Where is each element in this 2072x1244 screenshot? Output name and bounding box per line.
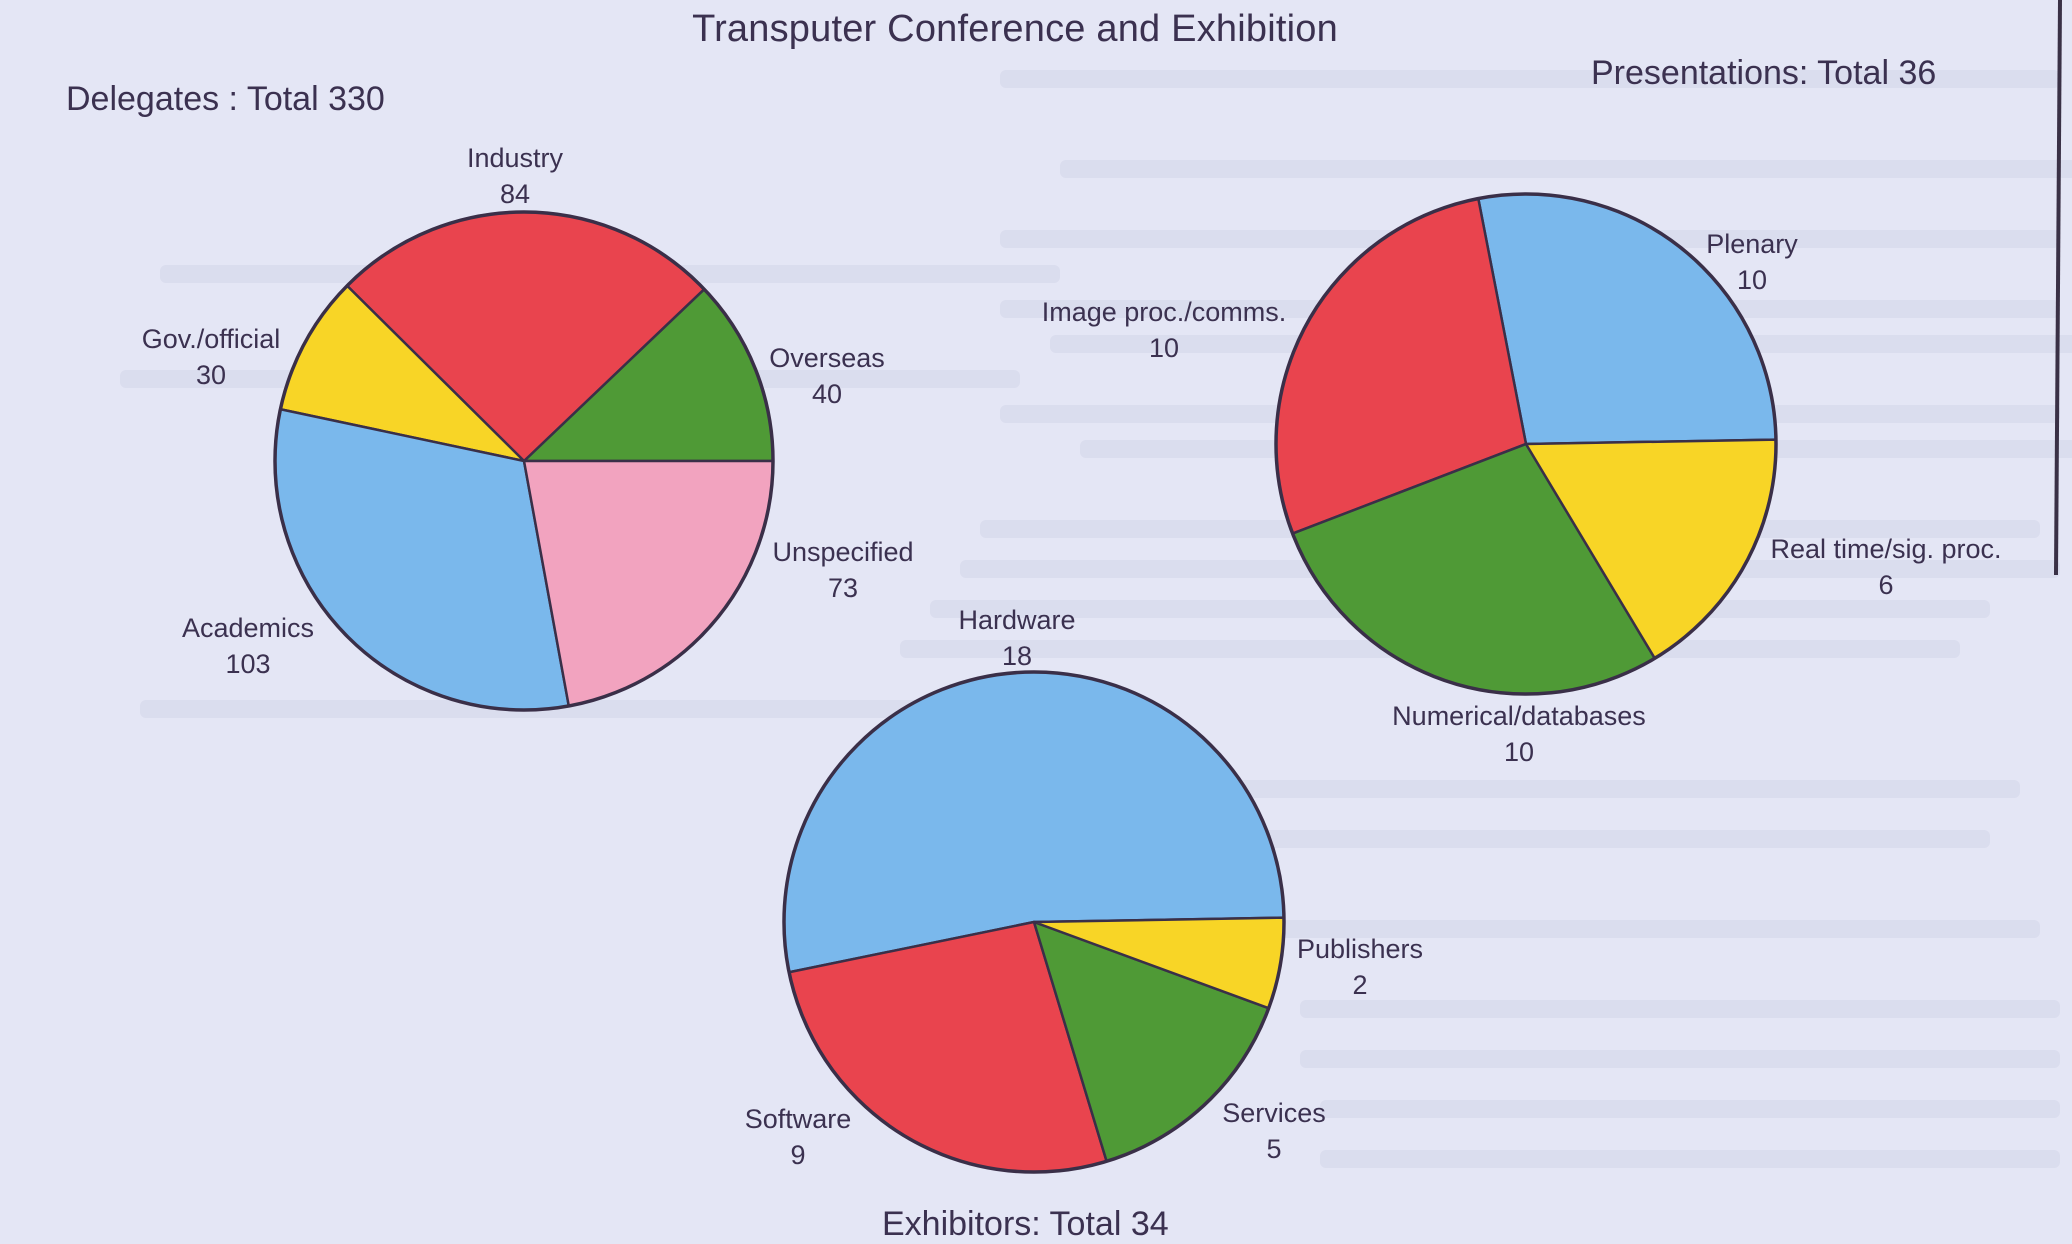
slice-label-plenary: Plenary 10 bbox=[1706, 226, 1798, 298]
slice-value: 84 bbox=[499, 179, 531, 209]
slice-label-services: Services 5 bbox=[1222, 1095, 1326, 1167]
slice-value: 2 bbox=[1352, 970, 1368, 1000]
slice-value: 103 bbox=[225, 649, 271, 679]
delegates-chart-title: Delegates : Total 330 bbox=[66, 80, 385, 118]
exhibitors-chart-title: Exhibitors: Total 34 bbox=[882, 1205, 1169, 1243]
pie-outline bbox=[1274, 192, 1778, 696]
slice-value: 5 bbox=[1266, 1134, 1282, 1164]
pie-outline bbox=[273, 210, 775, 712]
pie-outline bbox=[782, 670, 1286, 1174]
slice-name: Industry bbox=[466, 143, 564, 173]
slice-name: Numerical/databases bbox=[1392, 701, 1646, 731]
slice-name: Real time/sig. proc. bbox=[1770, 534, 2002, 564]
slice-label-publishers: Publishers 2 bbox=[1297, 931, 1423, 1003]
slice-value: 30 bbox=[195, 360, 227, 390]
slice-label-hardware: Hardware 18 bbox=[958, 602, 1075, 674]
slice-label-academics: Academics 103 bbox=[182, 610, 314, 682]
slice-value: 10 bbox=[1503, 737, 1535, 767]
slice-label-real-time: Real time/sig. proc. 6 bbox=[1770, 531, 2001, 603]
slice-name: Services bbox=[1222, 1098, 1326, 1128]
delegates-pie bbox=[273, 210, 775, 712]
figure-title: Transputer Conference and Exhibition bbox=[692, 8, 1338, 50]
slice-name: Academics bbox=[181, 613, 315, 643]
slice-label-industry: Industry 84 bbox=[467, 140, 563, 212]
slice-label-software: Software 9 bbox=[745, 1101, 852, 1173]
slice-name: Unspecified bbox=[772, 537, 914, 567]
slice-name: Publishers bbox=[1296, 934, 1424, 964]
pie-slice-unspecified bbox=[522, 459, 775, 708]
slice-label-image-proc: Image proc./comms. 10 bbox=[1042, 294, 1287, 366]
slice-value: 10 bbox=[1736, 265, 1768, 295]
slice-name: Plenary bbox=[1706, 229, 1798, 259]
slice-label-gov-official: Gov./official 30 bbox=[142, 321, 281, 393]
slice-value: 9 bbox=[790, 1140, 806, 1170]
slice-name: Hardware bbox=[958, 605, 1076, 635]
slice-value: 73 bbox=[827, 573, 859, 603]
slice-name: Gov./official bbox=[141, 324, 281, 354]
slice-name: Image proc./comms. bbox=[1041, 297, 1287, 327]
presentations-pie bbox=[1274, 192, 1778, 696]
slice-name: Overseas bbox=[769, 343, 885, 373]
slice-value: 40 bbox=[811, 379, 843, 409]
slice-label-overseas: Overseas 40 bbox=[769, 340, 885, 412]
slice-value: 6 bbox=[1878, 570, 1894, 600]
slice-label-numerical: Numerical/databases 10 bbox=[1392, 698, 1646, 770]
exhibitors-pie bbox=[782, 670, 1286, 1174]
slice-value: 10 bbox=[1148, 333, 1180, 363]
presentations-chart-title: Presentations: Total 36 bbox=[1591, 54, 1937, 92]
slice-label-unspecified: Unspecified 73 bbox=[772, 534, 913, 606]
slice-name: Software bbox=[744, 1104, 852, 1134]
slice-value: 18 bbox=[1001, 641, 1033, 671]
